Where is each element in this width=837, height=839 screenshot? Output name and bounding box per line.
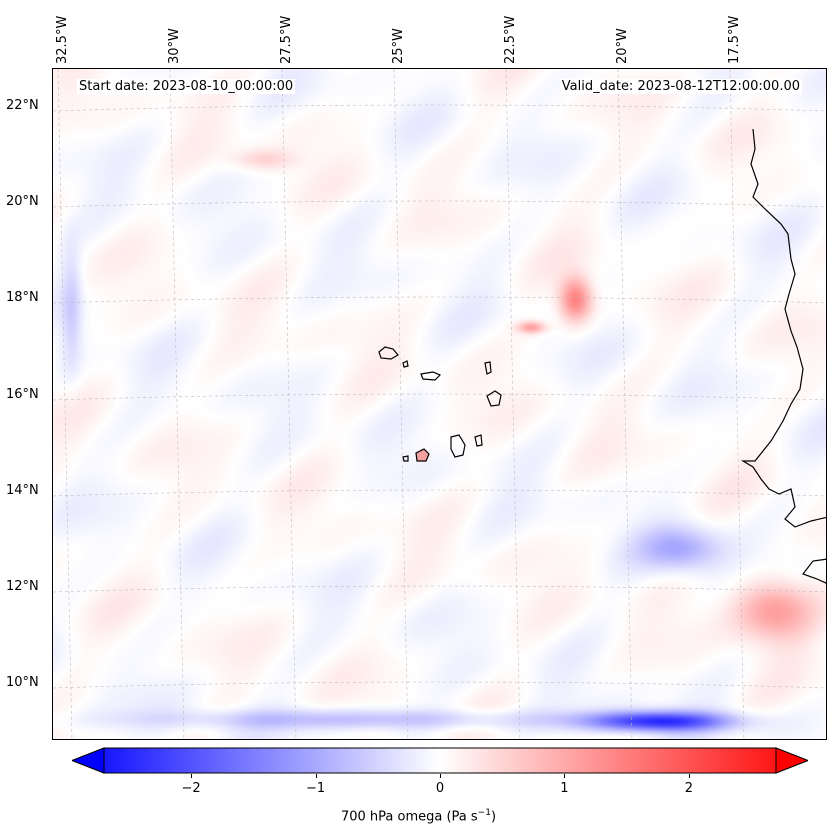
parallel-gridline	[53, 104, 826, 112]
meridian-gridline	[617, 69, 633, 739]
map-overlay	[53, 69, 826, 739]
parallel-gridline	[53, 585, 826, 593]
lat-label: 22°N	[6, 98, 39, 113]
colorbar-tick-label: 0	[435, 781, 445, 796]
colorbar-tick-mark	[440, 774, 441, 778]
colorbar-tick-mark	[564, 774, 566, 778]
parallel-gridline	[53, 200, 826, 208]
colorbar-label-text: 700 hPa omega (Pa s	[340, 809, 478, 825]
lon-label: 17.5°W	[727, 15, 742, 64]
colorbar-tick-mark	[191, 774, 193, 778]
lat-label: 18°N	[6, 290, 39, 305]
lon-label: 22.5°W	[503, 15, 518, 64]
lat-label: 12°N	[6, 579, 39, 594]
meridian-gridline	[281, 69, 297, 739]
meridian-gridline	[57, 69, 73, 739]
colorbar-label-close: )	[490, 809, 497, 825]
cape-verde-fogo	[415, 448, 430, 462]
colorbar-tick-label: 2	[684, 781, 694, 796]
lon-label: 27.5°W	[279, 15, 294, 64]
parallel-gridline	[53, 296, 826, 304]
parallel-gridline	[53, 489, 826, 497]
colorbar-label-exponent: −1	[477, 808, 491, 818]
parallel-gridline	[53, 681, 826, 689]
colorbar-tick-mark	[315, 774, 317, 778]
meridian-gridline	[729, 69, 745, 739]
lat-label: 14°N	[6, 483, 39, 498]
colorbar-tick-label: −2	[181, 781, 201, 796]
cape-verde-santiago	[450, 434, 466, 458]
colorbar-bar	[72, 747, 808, 774]
lat-label: 10°N	[6, 675, 39, 690]
lon-label: 32.5°W	[55, 15, 70, 64]
cape-verde-santo-antao	[378, 346, 399, 360]
valid-date-label: Valid_date: 2023-08-12T12:00:00.00	[559, 79, 802, 94]
colorbar-tick-label: −1	[305, 781, 326, 796]
gridlines	[53, 69, 826, 739]
cape-verde-sal	[484, 361, 492, 375]
colorbar-label: 700 hPa omega (Pa s−1)	[0, 808, 837, 824]
colorbar-max-extend	[775, 747, 808, 774]
cape-verde-brava	[402, 455, 409, 462]
meridian-gridline	[505, 69, 521, 739]
colorbar-tick-mark	[688, 774, 690, 778]
africa-coastline	[740, 128, 826, 584]
meridian-gridline	[393, 69, 409, 739]
colorbar	[72, 747, 808, 774]
lon-label: 25°W	[391, 28, 406, 64]
colorbar-tick-label: 1	[560, 781, 569, 796]
coastline	[378, 128, 826, 584]
cape-verde-boa-vista	[486, 390, 502, 407]
lon-label: 30°W	[167, 28, 182, 64]
cape-verde-sao-vicente	[402, 360, 409, 368]
parallel-gridline	[53, 393, 826, 401]
lon-label: 20°W	[615, 28, 630, 64]
cape-verde-sao-nicolau	[420, 371, 442, 381]
cape-verde-maio	[474, 434, 483, 447]
lat-label: 20°N	[6, 194, 39, 209]
start-date-label: Start date: 2023-08-10_00:00:00	[77, 79, 296, 94]
map-panel: Start date: 2023-08-10_00:00:00 Valid_da…	[52, 68, 827, 740]
lat-label: 16°N	[6, 387, 39, 402]
colorbar-min-extend	[72, 747, 105, 774]
meridian-gridline	[169, 69, 185, 739]
